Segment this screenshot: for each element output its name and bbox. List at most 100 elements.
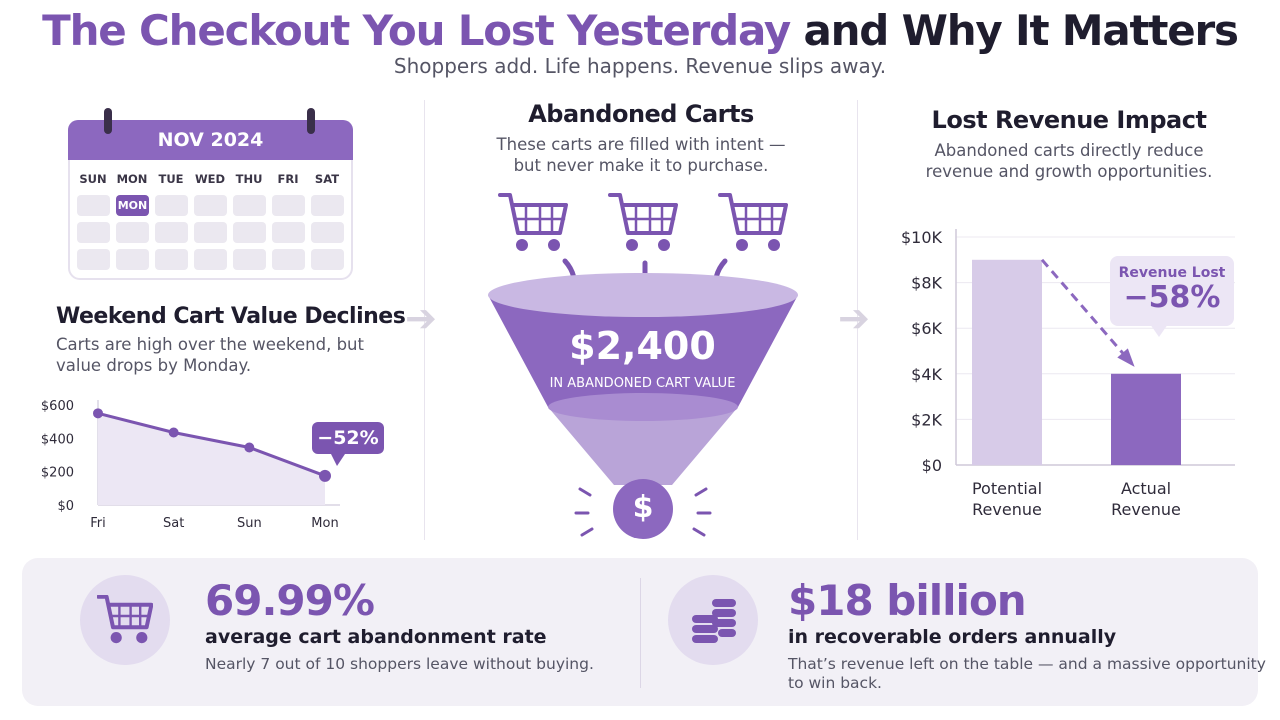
middle-heading: Abandoned Carts [528, 100, 754, 128]
x-tick-label: Fri [90, 516, 106, 531]
calendar-cell [77, 249, 110, 270]
calendar-grid: MON [77, 195, 344, 270]
flow-arrow-icon: ➔ [405, 296, 437, 340]
calendar-cell [194, 222, 227, 243]
cart-value-line-chart: $600 $400 $200 $0 Fri Sat Sun Mon −52% [41, 399, 384, 531]
page-subtitle: Shoppers add. Life happens. Revenue slip… [393, 54, 887, 78]
x-tick-label: Actual [1121, 479, 1171, 498]
calendar-cell [233, 222, 266, 243]
revenue-bar-chart: $10K $8K $6K $4K $2K $0 Potential Revenue Actual… [901, 228, 1235, 519]
data-point [244, 442, 255, 453]
stats-divider [640, 578, 641, 688]
y-tick-label: $2K [911, 410, 942, 429]
calendar-ring [104, 108, 112, 134]
calendar-cell [116, 222, 149, 243]
shopping-cart-icon [718, 193, 788, 251]
stat-note-line: to win back. [788, 674, 882, 692]
abandoned-amount: $2,400 [569, 324, 716, 368]
calendar-day: WED [194, 172, 226, 186]
calendar-ring [307, 108, 315, 134]
calendar-day: SUN [79, 172, 107, 186]
drop-badge-text: −52% [317, 427, 378, 449]
y-tick-label: $8K [911, 274, 942, 293]
drop-badge-pointer [331, 454, 345, 466]
calendar-cell-selected: MON [116, 195, 149, 216]
bar [972, 259, 1042, 465]
y-tick-label: $6K [911, 319, 942, 338]
calendar-day: THU [235, 172, 263, 186]
y-tick-label: $400 [41, 432, 74, 447]
funnel-top [488, 273, 798, 317]
title-highlight: The Checkout You Lost Yesterday [42, 6, 791, 55]
x-tick-label: Mon [311, 516, 338, 531]
funnel-graphic [488, 193, 798, 539]
right-heading: Lost Revenue Impact [931, 106, 1207, 134]
dollar-coin-icon [613, 479, 673, 539]
right-description-line: Abandoned carts directly reduce [934, 141, 1204, 160]
x-tick-label: Revenue [1111, 500, 1181, 519]
stat-note: Nearly 7 out of 10 shoppers leave withou… [205, 655, 594, 674]
x-tick-label: Potential [972, 479, 1042, 498]
divider-left [424, 100, 425, 540]
x-tick-label: Sun [237, 516, 262, 531]
stat-icon-circle [80, 575, 170, 665]
middle-description-line: These carts are filled with intent — [496, 135, 786, 154]
funnel-body [488, 295, 798, 407]
dollar-symbol: $ [632, 490, 654, 525]
calendar-cell [116, 249, 149, 270]
data-point [319, 469, 331, 482]
data-point [93, 408, 103, 419]
calendar-cell [155, 195, 188, 216]
revenue-lost-callout: Revenue Lost −58% [1110, 256, 1234, 326]
calendar-cell [194, 195, 227, 216]
calendar-cell [233, 249, 266, 270]
calendar-cell [155, 249, 188, 270]
calendar-cell [77, 195, 110, 216]
sparkle-icon [574, 487, 712, 537]
middle-description-line: but never make it to purchase. [513, 156, 769, 175]
left-description-line: Carts are high over the weekend, but [56, 335, 364, 354]
calendar-day: TUE [158, 172, 184, 186]
calendar-day: FRI [277, 172, 299, 186]
funnel-mid [548, 393, 738, 421]
calendar-cell [233, 195, 266, 216]
stat-value: 69.99% [205, 576, 375, 625]
calendar-days-row: SUN MON TUE WED THU FRI SAT [76, 172, 344, 186]
calendar-cell [311, 195, 344, 216]
y-tick-label: $4K [911, 365, 942, 384]
right-description: Abandoned carts directly reduce revenue … [858, 140, 1280, 182]
stat-label: average cart abandonment rate [205, 626, 547, 648]
bar [1111, 373, 1181, 465]
shopping-cart-icon [97, 595, 153, 644]
stat-note: That’s revenue left on the table — and a… [788, 655, 1266, 693]
calendar-cell [311, 249, 344, 270]
calendar-cell [311, 222, 344, 243]
left-description-line: value drops by Monday. [56, 356, 252, 375]
stat-note-line: That’s revenue left on the table — and a… [788, 655, 1266, 673]
x-tick-label: Sat [163, 516, 184, 531]
area-fill [98, 413, 325, 505]
right-description-line: revenue and growth opportunities. [925, 162, 1213, 181]
stat-note-line: Nearly 7 out of 10 shoppers leave withou… [205, 655, 594, 673]
x-tick-label: Revenue [972, 500, 1042, 519]
callout-pointer [1150, 324, 1168, 337]
flow-arrow-icon: ➔ [838, 296, 870, 340]
y-tick-label: $0 [922, 456, 942, 475]
y-tick-label: $10K [901, 228, 943, 247]
divider-right [857, 100, 858, 540]
decline-arrow [1040, 258, 1134, 365]
stat-value: $18 billion [788, 576, 1027, 625]
coin-stack-icon [692, 599, 736, 643]
y-tick-label: $200 [41, 466, 74, 481]
calendar-cell [272, 222, 305, 243]
page-title: The Checkout You Lost Yesterday and Why … [0, 6, 1280, 55]
calendar-cell [272, 249, 305, 270]
series-line [97, 411, 326, 478]
abandoned-amount-label: IN ABANDONED CART VALUE [549, 376, 736, 391]
funnel-neck [548, 407, 738, 485]
calendar-cell [155, 222, 188, 243]
calendar-day: SAT [314, 172, 340, 186]
y-tick-label: $600 [41, 399, 74, 414]
y-tick-label: $0 [57, 499, 74, 514]
decline-arrowhead [1117, 348, 1135, 367]
